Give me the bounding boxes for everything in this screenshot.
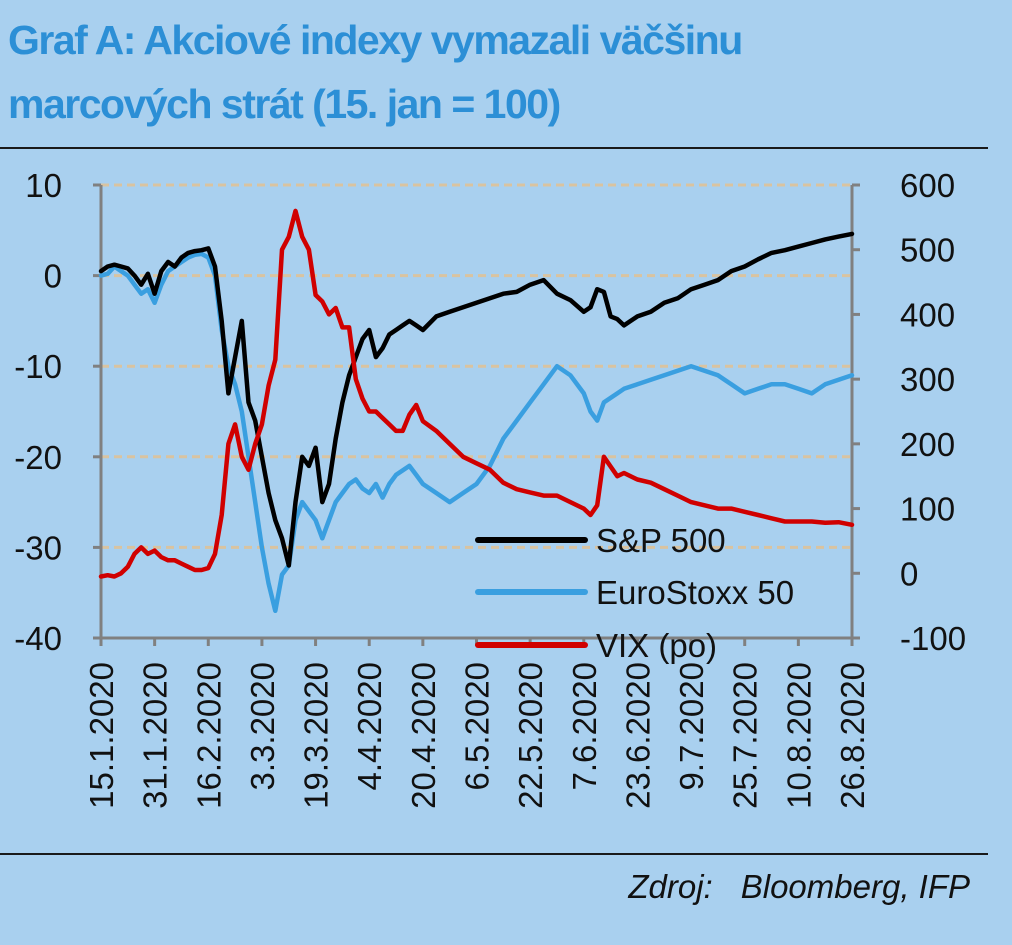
x-axis-tick-label: 20.4.2020: [405, 662, 442, 809]
legend-label: S&P 500: [596, 522, 726, 559]
left-axis-tick-label: 10: [25, 167, 62, 204]
x-axis-tick-label: 6.5.2020: [459, 662, 496, 790]
legend-label: EuroStoxx 50: [596, 574, 794, 611]
x-axis-tick-label: 9.7.2020: [673, 662, 710, 790]
legend-label: VIX (po): [596, 627, 717, 664]
right-axis-tick-label: 500: [900, 232, 955, 269]
left-axis-tick-label: -40: [14, 620, 62, 657]
x-axis-tick-label: 7.6.2020: [566, 662, 603, 790]
right-axis-tick-label: 200: [900, 426, 955, 463]
left-axis-tick-label: -30: [14, 529, 62, 566]
right-axis-tick-label: 100: [900, 491, 955, 528]
grid-lines: [101, 183, 852, 549]
source-label: Zdroj:: [628, 868, 713, 905]
series-line-vix-po-: [98, 208, 855, 579]
series-line-eurostoxx-50: [98, 251, 855, 614]
right-axis-tick-label: 300: [900, 361, 955, 398]
left-axis-tick-label: 0: [44, 258, 62, 295]
bottom-divider: [0, 853, 988, 855]
source-value: Bloomberg, IFP: [740, 868, 970, 905]
chart-title-line-1: Graf A: Akciové indexy vymazali väčšinu: [8, 17, 743, 63]
right-axis-tick-label: 400: [900, 296, 955, 333]
x-axis-tick-label: 22.5.2020: [512, 662, 549, 809]
series-line-s-p-500: [98, 231, 855, 568]
left-axis-tick-label: -10: [14, 348, 62, 385]
left-axis-tick-label: -20: [14, 439, 62, 476]
source-note: Zdroj: Bloomberg, IFP: [628, 868, 970, 906]
x-axis-tick-label: 16.2.2020: [190, 662, 227, 809]
series-lines: [98, 208, 855, 614]
right-axis-tick-label: 0: [900, 555, 918, 592]
x-axis-tick-label: 23.6.2020: [619, 662, 656, 809]
right-axis-tick-label: -100: [900, 620, 966, 657]
x-axis-tick-label: 10.8.2020: [780, 662, 817, 809]
top-divider: [0, 147, 988, 149]
x-axis-tick-label: 19.3.2020: [298, 662, 335, 809]
legend: S&P 500 EuroStoxx 50 VIX (po): [475, 522, 794, 664]
x-axis-tick-label: 3.3.2020: [244, 662, 281, 790]
x-axis-tick-label: 25.7.2020: [727, 662, 764, 809]
line-chart: 100-10-20-30-406005004003002001000-10015…: [14, 167, 966, 809]
right-axis-tick-label: 600: [900, 167, 955, 204]
x-axis-tick-label: 26.8.2020: [834, 662, 871, 809]
x-axis-tick-label: 4.4.2020: [351, 662, 388, 790]
chart-title: Graf A: Akciové indexy vymazali väčšinu …: [8, 8, 998, 136]
x-axis-tick-label: 15.1.2020: [83, 662, 120, 809]
x-axis-tick-label: 31.1.2020: [137, 662, 174, 809]
chart-title-line-2: marcových strát (15. jan = 100): [8, 81, 561, 127]
axes: 100-10-20-30-406005004003002001000-10015…: [14, 167, 966, 809]
